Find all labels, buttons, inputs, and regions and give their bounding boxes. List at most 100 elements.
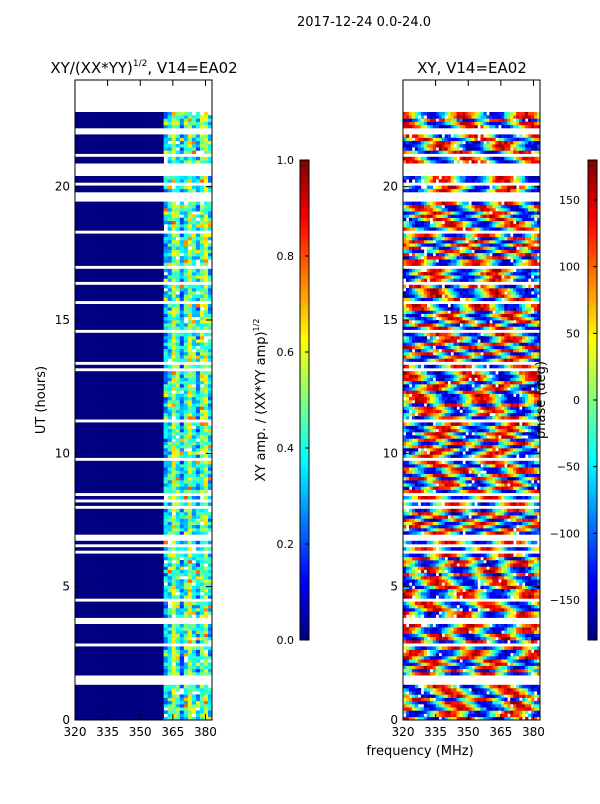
heatmap-cell [191,336,197,340]
heatmap-cell [123,566,128,570]
heatmap-cell [155,496,160,500]
heatmap-cell [187,364,193,369]
heatmap-cell [183,710,189,714]
heatmap-cell [207,566,212,570]
heatmap-cell [83,403,88,407]
heatmap-cell [131,176,136,180]
heatmap-cell [79,320,84,324]
heatmap-cell [187,688,193,692]
heatmap-cell [147,147,152,151]
heatmap-cell [127,316,132,321]
heatmap-cell [147,668,152,673]
heatmap-cell [119,668,124,673]
heatmap-cell [107,646,112,650]
heatmap-cell [83,348,88,353]
heatmap-cell [79,371,84,375]
heatmap-cell [155,716,160,720]
heatmap-cell [83,208,88,212]
heatmap-cell [127,668,132,673]
heatmap-cell [83,345,88,350]
heatmap-cell [119,524,124,529]
heatmap-cell [127,310,132,314]
heatmap-cell [135,640,140,644]
heatmap-cell [183,393,189,398]
heatmap-cell [131,390,136,394]
heatmap-cell [135,316,140,321]
heatmap-cell [119,646,124,650]
heatmap-cell [115,672,120,676]
heatmap-cell [119,697,124,702]
heatmap-cell [103,240,108,244]
heatmap-cell [159,268,164,273]
heatmap-cell [143,217,148,222]
heatmap-cell [143,627,148,631]
heatmap-cell [83,576,88,580]
heatmap-cell [199,243,205,247]
heatmap-cell [135,323,140,327]
heatmap-cell [99,553,104,558]
heatmap-cell [135,665,140,670]
heatmap-cell [163,259,168,263]
heatmap-cell [123,348,128,353]
heatmap-cell [155,428,160,433]
heatmap-cell [147,323,152,327]
heatmap-cell [79,694,84,698]
heatmap-cell [91,540,96,545]
heatmap-cell [111,147,116,151]
heatmap-cell [135,704,140,708]
heatmap-cell [183,480,189,484]
heatmap-cell [155,665,160,670]
heatmap-cell [187,352,193,356]
heatmap-cell [167,236,173,241]
heatmap-cell [111,272,116,276]
heatmap-cell [147,406,152,410]
heatmap-cell [155,588,160,593]
heatmap-cell [107,425,112,430]
heatmap-cell [99,438,104,442]
heatmap-cell [139,208,144,212]
heatmap-cell [99,336,104,340]
heatmap-cell [131,704,136,708]
heatmap-cell [163,284,168,289]
heatmap-cell [95,470,100,474]
heatmap-cell [139,470,144,474]
heatmap-cell [75,502,80,506]
heatmap-cell [155,294,160,298]
heatmap-cell [159,371,164,375]
heatmap-cell [175,387,181,391]
heatmap-cell [111,275,116,279]
heatmap-cell [87,208,92,212]
heatmap-cell [167,380,173,385]
heatmap-cell [147,441,152,446]
heatmap-cell [123,217,128,222]
heatmap-cell [107,355,112,359]
heatmap-cell [111,384,116,388]
heatmap-cell [75,700,80,705]
heatmap-cell [179,211,185,215]
heatmap-cell [111,393,116,398]
heatmap-cell [87,352,92,356]
heatmap-cell [151,384,156,388]
heatmap-cell [199,284,205,289]
heatmap-cell [199,320,205,324]
heatmap-cell [75,262,80,266]
heatmap-cell [171,435,177,439]
heatmap-cell [75,355,80,359]
heatmap-cell [203,422,209,426]
heatmap-cell [151,508,156,513]
heatmap-cell [159,614,164,618]
heatmap-cell [151,160,156,164]
heatmap-cell [75,595,80,599]
heatmap-cell [207,553,212,558]
heatmap-cell [103,374,108,378]
heatmap-cell [139,176,144,180]
heatmap-cell [155,518,160,522]
heatmap-cell [167,387,173,391]
heatmap-cell [91,572,96,577]
heatmap-cell [139,636,144,641]
heatmap-cell [79,352,84,356]
heatmap-cell [179,668,185,673]
heatmap-cell [151,662,156,666]
heatmap-cell [75,352,80,356]
heatmap-cell [171,697,177,702]
